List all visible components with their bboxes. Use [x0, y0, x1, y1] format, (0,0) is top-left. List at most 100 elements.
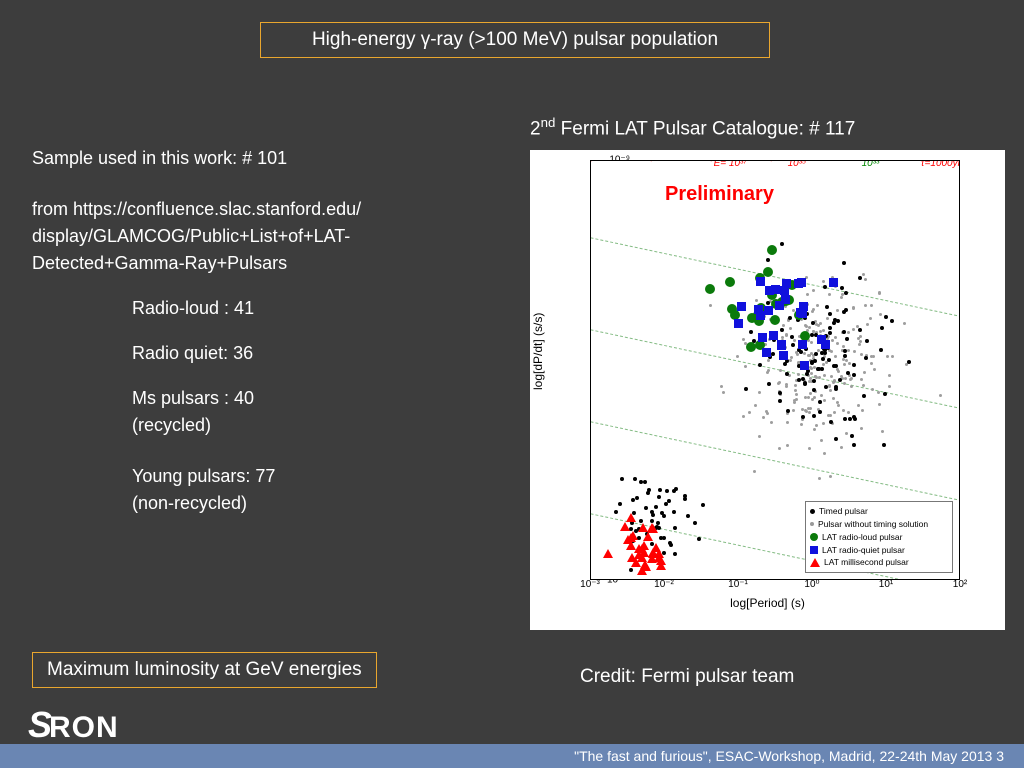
pulsar-marker — [789, 359, 792, 362]
pulsar-marker — [811, 321, 815, 325]
edot-line — [591, 160, 960, 162]
ppdot-chart: log[dP/dt] (s/s) 10⁻⁹10⁻¹⁰10⁻¹¹10⁻¹²10⁻¹… — [530, 150, 1005, 630]
pulsar-marker — [879, 348, 883, 352]
pulsar-marker — [822, 280, 825, 283]
pulsar-marker — [804, 324, 807, 327]
pulsar-marker — [762, 416, 765, 419]
pulsar-marker — [857, 404, 860, 407]
pulsar-marker — [837, 404, 840, 407]
pulsar-marker — [826, 317, 829, 320]
pulsar-marker — [792, 409, 795, 412]
pulsar-marker — [780, 242, 784, 246]
pulsar-marker — [722, 391, 725, 394]
lat-loud-marker — [705, 284, 715, 294]
pulsar-marker — [859, 340, 862, 343]
page-title: High-energy γ-ray (>100 MeV) pulsar popu… — [312, 29, 718, 51]
lat-ms-marker — [603, 549, 613, 558]
pulsar-marker — [791, 343, 795, 347]
lat-quiet-marker — [764, 306, 773, 315]
pulsar-marker — [643, 480, 647, 484]
pulsar-marker — [845, 337, 849, 341]
lat-quiet-marker — [799, 302, 808, 311]
pulsar-marker — [788, 316, 792, 320]
x-tick: 10⁰ — [804, 579, 819, 590]
pulsar-marker — [852, 415, 856, 419]
pulsar-marker — [878, 403, 881, 406]
pulsar-marker — [852, 363, 856, 367]
pulsar-marker — [837, 370, 840, 373]
pulsar-marker — [853, 350, 856, 353]
pulsar-marker — [697, 537, 701, 541]
pulsar-marker — [779, 369, 782, 372]
pulsar-marker — [818, 376, 821, 379]
pulsar-marker — [823, 399, 826, 402]
lat-loud-marker — [767, 245, 777, 255]
pulsar-marker — [807, 396, 810, 399]
pulsar-marker — [859, 335, 862, 338]
lat-quiet-marker — [779, 351, 788, 360]
lat-ms-marker — [638, 523, 648, 532]
pulsar-marker — [701, 503, 705, 507]
pulsar-marker — [778, 391, 782, 395]
pulsar-marker — [858, 276, 862, 280]
pulsar-marker — [828, 312, 832, 316]
pulsar-marker — [830, 375, 833, 378]
pulsar-marker — [808, 326, 811, 329]
pulsar-marker — [635, 496, 639, 500]
pulsar-marker — [850, 434, 854, 438]
pulsar-marker — [907, 360, 911, 364]
edot-label: τ=1000yr — [921, 160, 960, 169]
pulsar-marker — [800, 423, 803, 426]
pulsar-marker — [864, 278, 867, 281]
pulsar-marker — [873, 368, 876, 371]
pulsar-marker — [847, 411, 850, 414]
pulsar-marker — [824, 385, 828, 389]
pulsar-marker — [811, 310, 814, 313]
pulsar-marker — [828, 385, 831, 388]
pulsar-marker — [842, 330, 846, 334]
pulsar-marker — [850, 377, 853, 380]
pulsar-marker — [886, 355, 889, 358]
pulsar-marker — [755, 299, 758, 302]
legend-item: LAT radio-loud pulsar — [810, 531, 948, 544]
lat-ms-marker — [626, 533, 636, 542]
lat-quiet-marker — [737, 302, 746, 311]
pulsar-marker — [770, 421, 773, 424]
lat-ms-marker — [627, 553, 637, 562]
pulsar-marker — [664, 502, 668, 506]
pulsar-marker — [809, 392, 812, 395]
lat-quiet-marker — [780, 286, 789, 295]
pulsar-marker — [766, 258, 770, 262]
lat-loud-marker — [763, 267, 773, 277]
lat-quiet-marker — [794, 279, 803, 288]
pulsar-marker — [659, 536, 663, 540]
lat-quiet-marker — [754, 305, 763, 314]
pulsar-marker — [778, 447, 781, 450]
pulsar-marker — [829, 414, 832, 417]
lat-quiet-marker — [769, 331, 778, 340]
pulsar-marker — [820, 351, 824, 355]
pulsar-marker — [884, 315, 888, 319]
pulsar-marker — [872, 355, 875, 358]
pulsar-marker — [754, 404, 757, 407]
radio-loud: Radio-loud : 41 — [132, 295, 492, 322]
pulsar-marker — [834, 387, 838, 391]
pulsar-marker — [822, 363, 825, 366]
pulsar-marker — [813, 396, 816, 399]
pulsar-marker — [693, 521, 697, 525]
pulsar-marker — [803, 352, 806, 355]
pulsar-marker — [819, 322, 822, 325]
pulsar-marker — [830, 350, 833, 353]
pulsar-marker — [843, 354, 847, 358]
pulsar-marker — [758, 435, 761, 438]
x-tick: 10⁻³ — [580, 579, 600, 590]
pulsar-marker — [786, 409, 790, 413]
legend-item: LAT radio-quiet pulsar — [810, 544, 948, 557]
pulsar-marker — [843, 417, 847, 421]
pulsar-marker — [818, 400, 822, 404]
edot-label: 10³³ — [862, 160, 880, 169]
pulsar-marker — [658, 488, 662, 492]
pulsar-marker — [840, 446, 843, 449]
pulsar-marker — [820, 394, 823, 397]
pulsar-marker — [816, 304, 819, 307]
